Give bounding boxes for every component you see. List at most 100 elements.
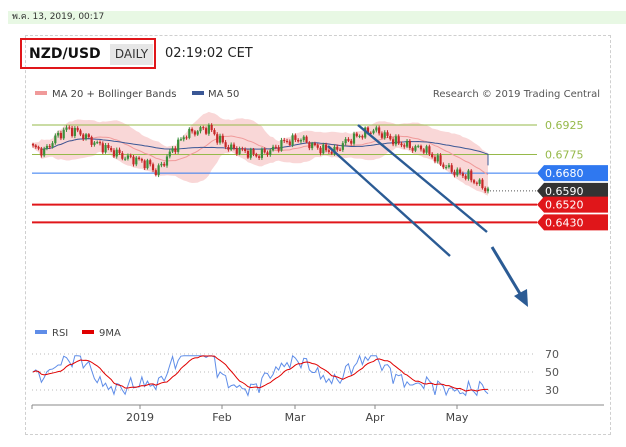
candle-body — [221, 135, 224, 143]
candle-body — [450, 165, 453, 172]
candle-body — [447, 165, 451, 168]
credit-text: Research © 2019 Trading Central — [433, 89, 600, 100]
candle-body — [405, 140, 409, 147]
candle-body — [118, 149, 121, 154]
candle-body — [79, 130, 82, 135]
ma20-legend-swatch — [35, 91, 47, 95]
x-tick-label-Apr: Apr — [365, 411, 385, 424]
date-text: พ.ค. 13, 2019, 00:17 — [12, 12, 105, 22]
x-tick-label-2019: 2019 — [126, 411, 154, 424]
candle-body — [110, 148, 113, 151]
projection-arrow-head — [514, 289, 528, 307]
candle-body — [174, 148, 177, 152]
candle-body — [394, 136, 397, 145]
bollinger-band — [33, 111, 488, 196]
candle-body — [249, 149, 252, 158]
channel-lower-line — [327, 145, 451, 257]
candle-body — [48, 146, 51, 148]
candle-body — [191, 128, 194, 132]
candle-body — [391, 139, 395, 145]
candle-body — [361, 135, 364, 138]
candle-body — [179, 139, 183, 141]
candle-body — [84, 134, 88, 139]
candle-body — [160, 163, 163, 166]
candle-body — [383, 132, 386, 138]
candle-body — [369, 132, 372, 134]
level-tag-0.6430 — [537, 214, 608, 231]
ma20-legend-text: MA 20 + Bollinger Bands — [52, 89, 176, 100]
candle-body — [403, 145, 406, 147]
candle-body — [299, 140, 303, 142]
candle-body — [98, 142, 102, 144]
timeframe-badge[interactable]: DAILY — [110, 44, 153, 65]
ma9-legend-text: 9MA — [99, 328, 121, 339]
candle-body — [210, 125, 213, 131]
candle-body — [411, 147, 414, 151]
candle-body — [431, 153, 434, 158]
candle-body — [202, 127, 205, 129]
candle-body — [316, 145, 319, 148]
candle-body — [422, 149, 425, 153]
candle-body — [188, 128, 191, 138]
candle-body — [311, 143, 314, 149]
candle-body — [389, 135, 392, 140]
candle-body — [93, 142, 96, 145]
candle-body — [43, 148, 46, 156]
candle-body — [82, 134, 85, 139]
candle-body — [70, 127, 74, 136]
candle-body — [472, 180, 476, 183]
candle-body — [375, 127, 378, 131]
candle-body — [163, 163, 166, 166]
level-label-0.6520: 0.6520 — [545, 199, 584, 212]
candle-body — [277, 147, 280, 151]
ma50-legend-swatch — [192, 91, 204, 95]
candle-body — [478, 179, 481, 184]
level-label-0.6590: 0.6590 — [545, 185, 584, 198]
candle-body — [227, 147, 230, 150]
rsi-line — [32, 354, 489, 397]
x-tick-label-May: May — [446, 411, 469, 424]
candle-body — [232, 144, 236, 149]
level-tag-0.6520 — [537, 196, 608, 213]
candle-body — [319, 147, 322, 154]
candle-body — [216, 134, 219, 143]
candle-body — [137, 157, 141, 160]
candle-body — [51, 143, 54, 147]
candle-body — [87, 134, 90, 137]
candle-body — [154, 170, 157, 175]
candle-body — [107, 145, 110, 149]
level-tag-0.6590 — [537, 182, 608, 199]
candle-body — [467, 170, 470, 179]
candle-body — [364, 127, 367, 138]
candle-body — [302, 136, 305, 141]
candle-body — [62, 129, 65, 139]
candle-body — [458, 169, 462, 174]
candle-body — [235, 148, 238, 154]
candle-body — [484, 188, 487, 192]
candle-body — [291, 135, 294, 146]
candle-body — [168, 151, 171, 157]
candle-body — [414, 146, 417, 151]
candle-body — [358, 135, 361, 137]
candle-body — [45, 146, 49, 149]
candle-body — [433, 157, 437, 162]
candle-body — [266, 152, 269, 155]
candle-body — [73, 127, 76, 136]
candle-body — [177, 139, 180, 152]
candle-body — [193, 131, 197, 135]
candle-body — [65, 127, 68, 130]
candle-body — [199, 127, 202, 132]
candle-body — [327, 150, 330, 152]
candle-body — [157, 165, 160, 175]
candle-body — [241, 148, 244, 150]
candle-body — [442, 164, 445, 168]
candle-body — [68, 127, 71, 129]
candle-body — [461, 173, 464, 176]
candle-body — [419, 145, 423, 150]
candle-body — [308, 142, 311, 149]
candle-body — [271, 146, 275, 151]
candle-body — [255, 154, 258, 157]
candle-body — [305, 136, 308, 143]
candle-body — [336, 146, 339, 150]
level-tag-0.6680 — [537, 165, 608, 182]
